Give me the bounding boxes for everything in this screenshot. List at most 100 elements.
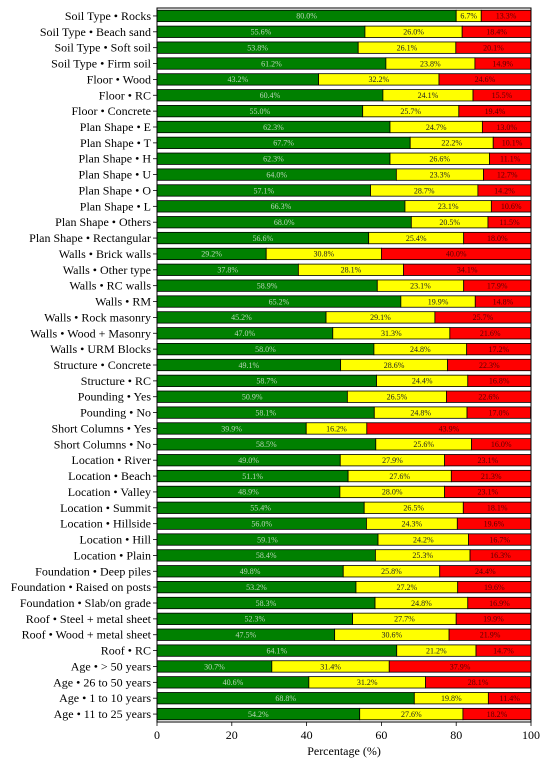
bar-value-label: 21.2% <box>426 646 447 655</box>
bar-value-label: 43.9% <box>439 424 460 433</box>
bar-value-label: 49.8% <box>240 567 261 576</box>
category-label: Pounding • No <box>80 406 151 420</box>
x-tick-label: 80 <box>450 728 462 742</box>
bar-value-label: 40.6% <box>223 678 244 687</box>
bar-value-label: 24.4% <box>412 377 433 386</box>
bar-value-label: 23.8% <box>420 59 441 68</box>
bar-value-label: 18.0% <box>487 234 508 243</box>
bar-value-label: 68.8% <box>275 694 296 703</box>
bar-value-label: 53.8% <box>247 43 268 52</box>
bar-value-label: 16.7% <box>489 535 510 544</box>
bar-value-label: 16.0% <box>491 440 512 449</box>
category-label: Roof • Steel + metal sheet <box>26 612 152 626</box>
bar-value-label: 53.2% <box>246 583 267 592</box>
bar-value-label: 56.6% <box>253 234 274 243</box>
bar-value-label: 25.7% <box>400 107 421 116</box>
bar-value-label: 55.6% <box>251 28 272 37</box>
bar-value-label: 58.1% <box>255 408 276 417</box>
bar-value-label: 24.8% <box>411 599 432 608</box>
bar-value-label: 19.9% <box>428 297 449 306</box>
category-label: Age • 26 to 50 years <box>53 675 151 689</box>
bar-value-label: 17.2% <box>489 345 510 354</box>
bar-value-label: 68.0% <box>274 218 295 227</box>
bar-value-label: 11.5% <box>499 218 520 227</box>
category-label: Foundation • Deep piles <box>35 564 151 578</box>
category-label: Short Columns • Yes <box>51 421 151 435</box>
bar-value-label: 50.9% <box>242 393 263 402</box>
bar-value-label: 10.1% <box>502 139 523 148</box>
bar-value-label: 24.6% <box>475 75 496 84</box>
bar-value-label: 19.4% <box>485 107 506 116</box>
bar-value-label: 25.8% <box>381 567 402 576</box>
bar-value-label: 31.3% <box>381 329 402 338</box>
bar-value-label: 55.4% <box>250 504 271 513</box>
category-label: Soil Type • Soft soil <box>55 41 152 55</box>
bar-value-label: 22.3% <box>479 361 500 370</box>
x-tick-label: 100 <box>522 728 540 742</box>
category-label: Pounding • Yes <box>78 390 152 404</box>
category-label: Foundation • Slab/on grade <box>20 596 151 610</box>
category-label: Roof • RC <box>101 644 151 658</box>
category-label: Soil Type • Beach sand <box>40 25 151 39</box>
category-label: Location • Hill <box>79 533 151 547</box>
bar-value-label: 21.3% <box>481 472 502 481</box>
bar-value-label: 10.6% <box>501 202 522 211</box>
bar-value-label: 14.2% <box>494 186 515 195</box>
bar-value-label: 25.6% <box>413 440 434 449</box>
bar-value-label: 56.0% <box>251 519 272 528</box>
bar-value-label: 25.4% <box>406 234 427 243</box>
bar-value-label: 19.6% <box>484 583 505 592</box>
bar-value-label: 26.1% <box>397 43 418 52</box>
bar-value-label: 60.4% <box>260 91 281 100</box>
bar-value-label: 20.5% <box>439 218 460 227</box>
bar-value-label: 37.9% <box>450 662 471 671</box>
bar-value-label: 13.3% <box>496 12 517 21</box>
category-label: Walls • Brick walls <box>59 247 152 261</box>
category-label: Walls • Other type <box>63 263 151 277</box>
bar-value-label: 24.1% <box>418 91 439 100</box>
category-label: Floor • Concrete <box>71 104 151 118</box>
bar-value-label: 13.0% <box>496 123 517 132</box>
bar-value-label: 22.2% <box>441 139 462 148</box>
bar-value-label: 66.3% <box>271 202 292 211</box>
category-label: Soil Type • Firm soil <box>51 57 151 71</box>
bar-value-label: 23.1% <box>477 488 498 497</box>
category-label: Plan Shape • T <box>80 136 152 150</box>
bar-value-label: 64.0% <box>266 170 287 179</box>
bar-value-label: 49.1% <box>238 361 259 370</box>
category-label: Walls • RM <box>95 295 151 309</box>
bar-value-label: 64.1% <box>267 646 288 655</box>
bar-value-label: 37.8% <box>217 266 238 275</box>
bar-value-label: 19.8% <box>441 694 462 703</box>
category-label: Foundation • Raised on posts <box>11 580 152 594</box>
bar-value-label: 58.0% <box>255 345 276 354</box>
bar-value-label: 16.3% <box>490 551 511 560</box>
bar-value-label: 24.8% <box>410 408 431 417</box>
bar-value-label: 49.0% <box>238 456 259 465</box>
bar-value-label: 16.9% <box>489 599 510 608</box>
bar-value-label: 26.5% <box>403 504 424 513</box>
bar-value-label: 48.9% <box>238 488 259 497</box>
bar-value-label: 39.9% <box>221 424 242 433</box>
bar-value-label: 30.7% <box>204 662 225 671</box>
bar-value-label: 19.6% <box>484 519 505 528</box>
bar-value-label: 67.7% <box>273 139 294 148</box>
bar-value-label: 31.4% <box>320 662 341 671</box>
bar-value-label: 21.6% <box>480 329 501 338</box>
category-label: Plan Shape • Others <box>55 215 151 229</box>
category-label: Location • Valley <box>68 485 151 499</box>
bar-value-label: 62.3% <box>263 123 284 132</box>
bar-value-label: 27.9% <box>382 456 403 465</box>
bar-value-label: 47.5% <box>235 631 256 640</box>
bar-value-label: 20.1% <box>483 43 504 52</box>
bar-value-label: 14.7% <box>493 646 514 655</box>
category-label: Age • 11 to 25 years <box>54 707 152 721</box>
bar-value-label: 16.8% <box>489 377 510 386</box>
bar-value-label: 11.1% <box>500 155 521 164</box>
x-tick-label: 20 <box>226 728 238 742</box>
category-label: Plan Shape • H <box>78 152 151 166</box>
bar-value-label: 6.7% <box>460 12 477 21</box>
category-label: Walls • Rock masonry <box>44 310 151 324</box>
category-label: Location • Beach <box>68 469 151 483</box>
bar-value-label: 62.3% <box>263 155 284 164</box>
